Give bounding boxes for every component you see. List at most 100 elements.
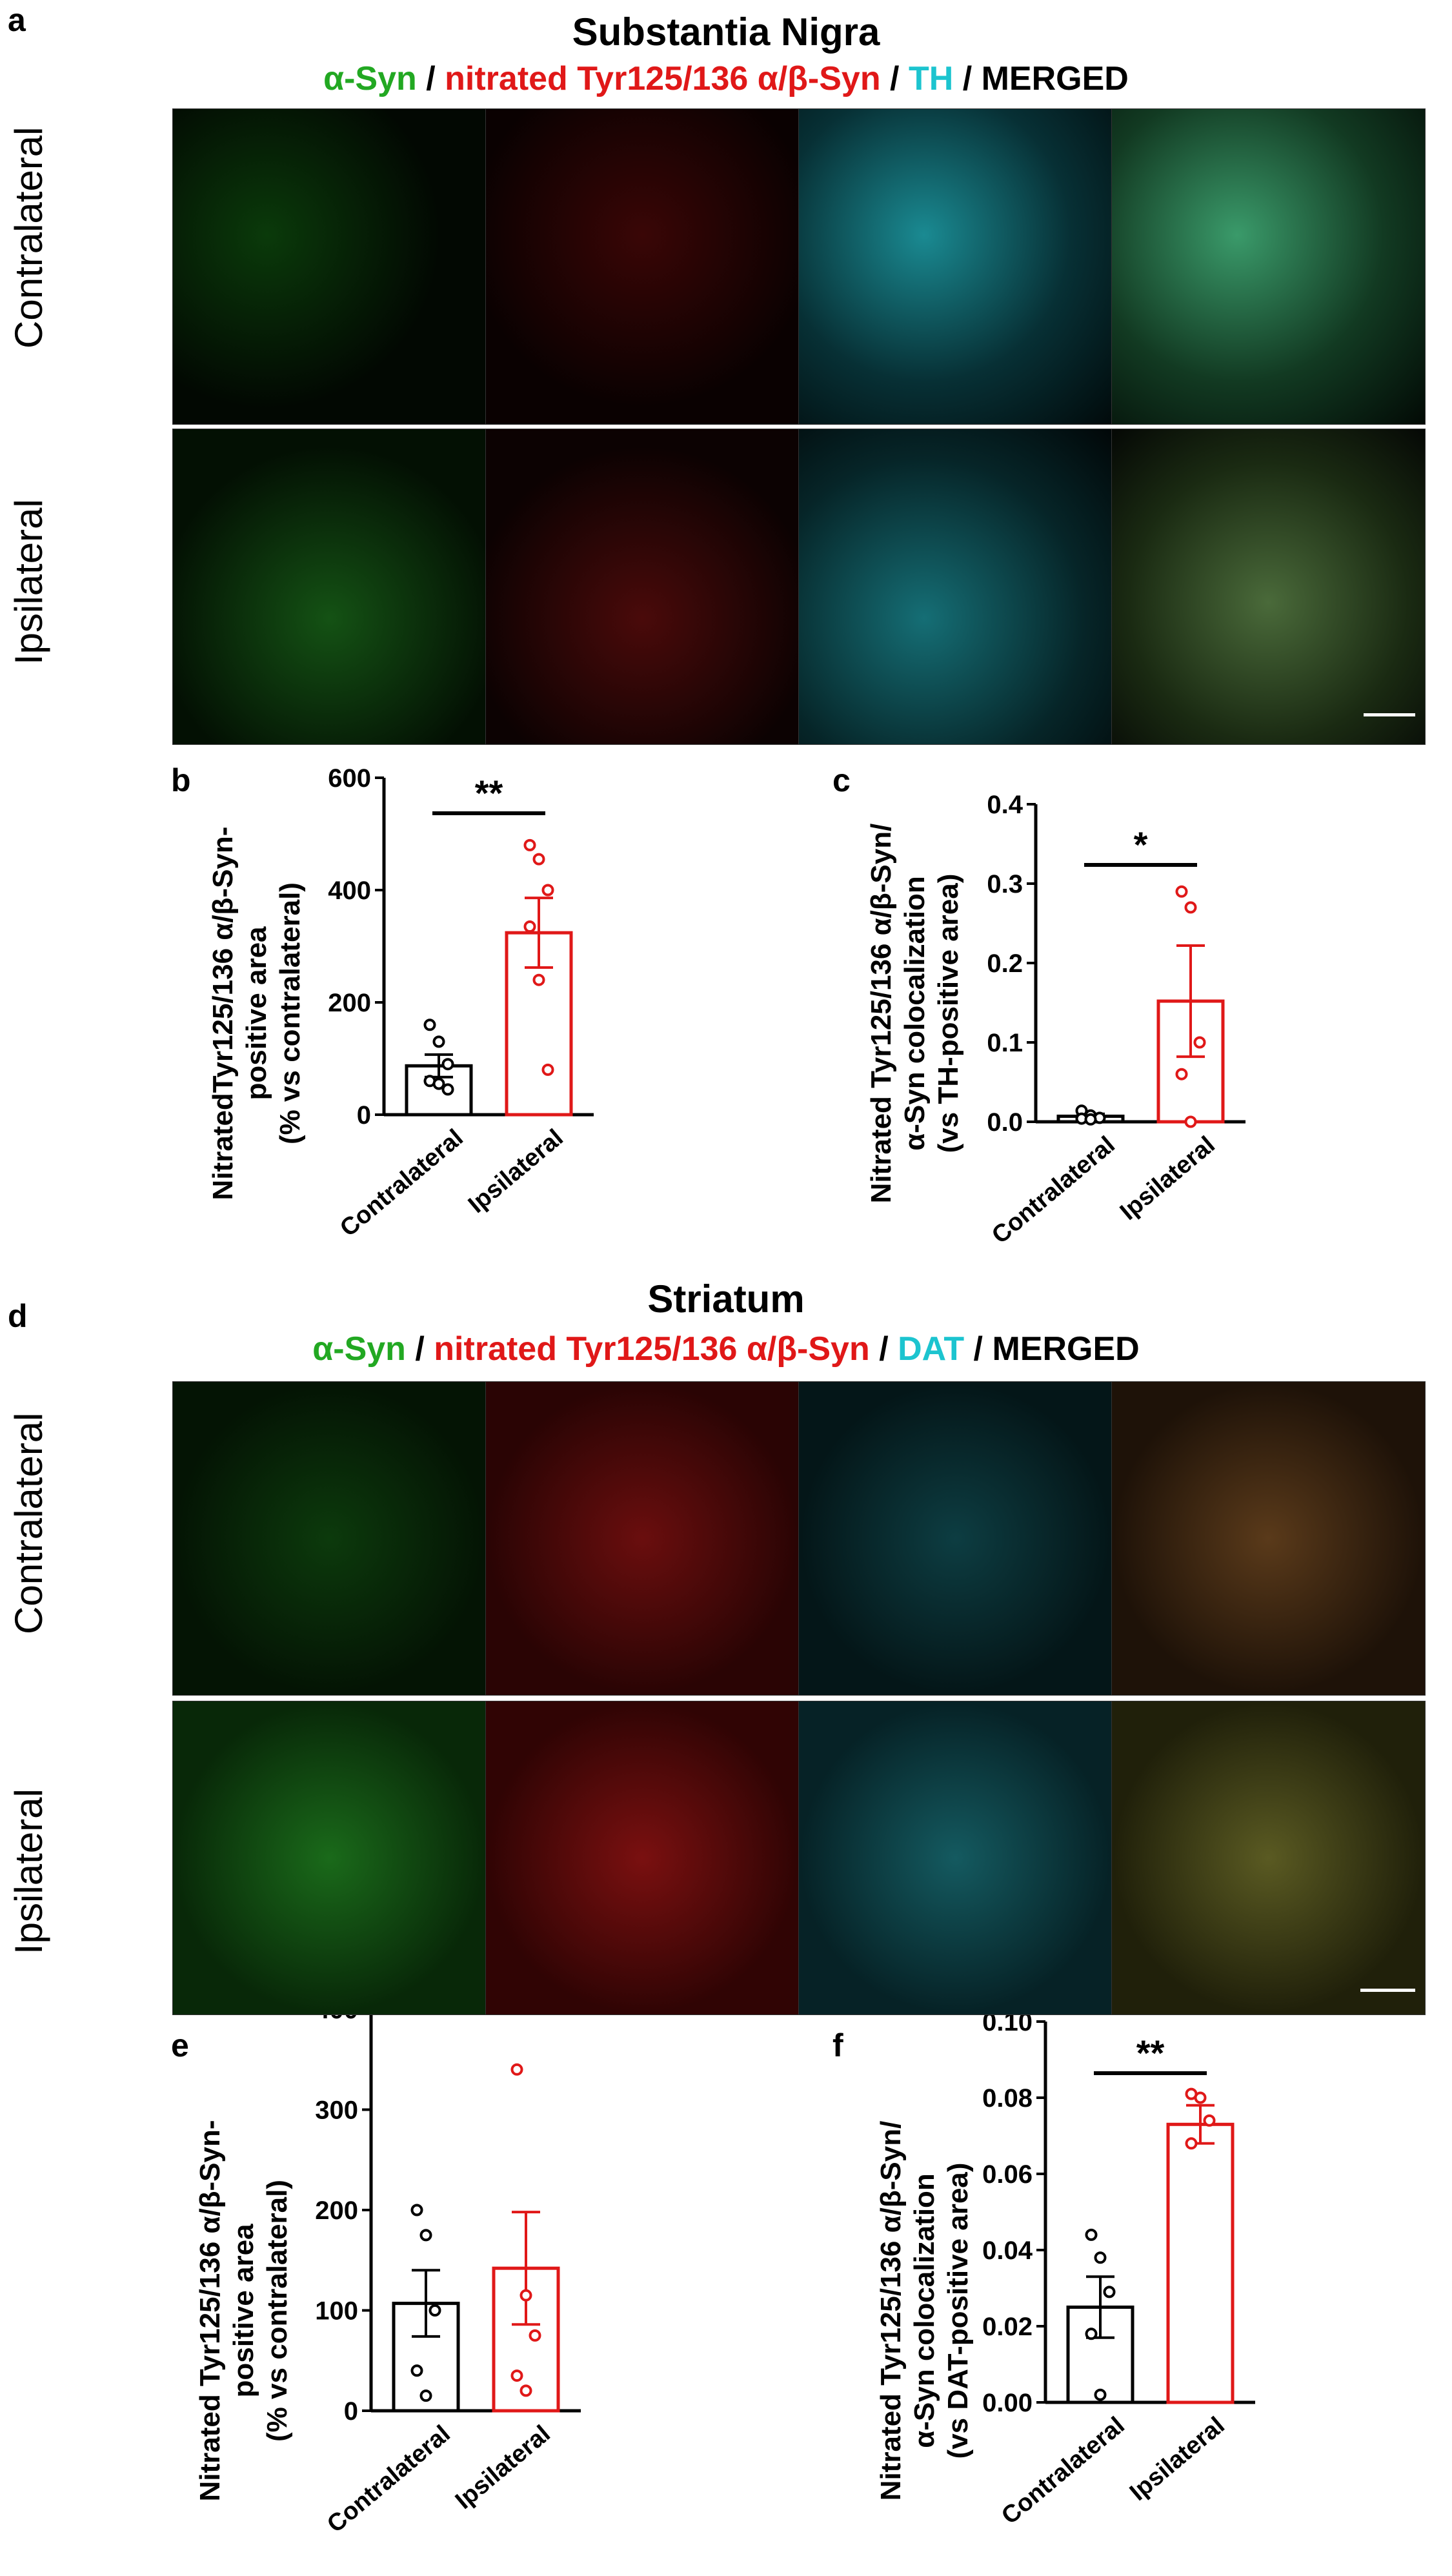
legend-alpha-syn: α-Syn xyxy=(323,60,417,97)
image-sn-contra-asyn xyxy=(172,108,487,425)
data-point xyxy=(1085,2328,1098,2340)
y-tick-label: 200 xyxy=(315,2196,358,2225)
data-point xyxy=(532,973,545,986)
y-tick-label: 0.00 xyxy=(982,2389,1033,2417)
legend-sep: / xyxy=(964,1330,993,1368)
panel-letter-c: c xyxy=(832,762,851,798)
data-point xyxy=(1103,2286,1116,2298)
image-str-ipsi-merged xyxy=(1111,1701,1426,2015)
panel-a-channel-legend: α-Syn / nitrated Tyr125/136 α/β-Syn / TH… xyxy=(0,59,1452,98)
scale-bar xyxy=(1364,713,1415,716)
data-point xyxy=(1094,2388,1107,2401)
data-point xyxy=(519,2289,532,2302)
legend-th: TH xyxy=(908,60,954,97)
data-point xyxy=(441,1083,454,1096)
data-point xyxy=(410,2364,423,2377)
data-point xyxy=(1184,1115,1197,1128)
panel-a-title: Substantia Nigra xyxy=(572,10,880,54)
y-tick-label: 0.06 xyxy=(982,2160,1033,2189)
y-tick-label: 0.08 xyxy=(982,2084,1033,2113)
data-point xyxy=(441,1058,454,1071)
y-tick-label: 0.02 xyxy=(982,2313,1033,2341)
image-str-contra-dat xyxy=(798,1381,1113,1696)
data-point xyxy=(429,2304,441,2317)
image-sn-ipsi-th xyxy=(798,429,1113,745)
chart-c-ylabel: Nitrated Tyr125/136 α/β-Syn/ α-Syn coloc… xyxy=(865,823,964,1204)
data-point xyxy=(529,2329,541,2342)
legend-sep: / xyxy=(416,60,445,97)
x-tick-label: Ipsilateral xyxy=(1125,2412,1230,2506)
legend-sep: / xyxy=(869,1330,898,1368)
data-point xyxy=(519,2384,532,2397)
legend-dat: DAT xyxy=(898,1330,965,1368)
panel-letter-f: f xyxy=(832,2027,843,2064)
image-sn-contra-nitrated xyxy=(485,108,800,425)
x-tick-label: Contralateral xyxy=(996,2412,1130,2530)
legend-nitrated: nitrated Tyr125/136 α/β-Syn xyxy=(445,60,881,97)
x-tick-label: Contralateral xyxy=(335,1124,469,1242)
y-tick-label: 0.4 xyxy=(987,791,1023,819)
y-tick-label: 400 xyxy=(328,877,371,905)
legend-alpha-syn: α-Syn xyxy=(312,1330,406,1368)
data-point xyxy=(510,2063,523,2076)
data-point xyxy=(1094,2251,1107,2264)
x-tick-label: Ipsilateral xyxy=(450,2420,556,2515)
y-tick-label: 0.1 xyxy=(987,1029,1023,1057)
data-point xyxy=(1175,1068,1188,1080)
bar-ipsilateral xyxy=(1166,2122,1235,2404)
image-str-ipsi-dat xyxy=(798,1701,1113,2015)
data-point xyxy=(410,2204,423,2216)
significance-label: ** xyxy=(1136,2033,1165,2073)
image-str-ipsi-asyn xyxy=(172,1701,487,2015)
legend-sep: / xyxy=(880,60,909,97)
x-tick-label: Ipsilateral xyxy=(463,1124,569,1219)
x-tick-label: Contralateral xyxy=(322,2420,456,2539)
panel-letter-d: d xyxy=(8,1298,28,1334)
image-str-contra-asyn xyxy=(172,1381,487,1696)
data-point xyxy=(419,2229,432,2242)
data-point xyxy=(523,838,536,851)
y-tick-label: 100 xyxy=(315,2297,358,2326)
data-point xyxy=(423,1019,436,1031)
image-sn-ipsi-asyn xyxy=(172,429,487,745)
data-point xyxy=(1175,885,1188,898)
legend-merged: MERGED xyxy=(992,1330,1140,1368)
x-tick-label: Contralateral xyxy=(987,1131,1120,1250)
y-tick-label: 0.04 xyxy=(982,2236,1033,2265)
y-tick-label: 0.3 xyxy=(987,870,1023,898)
legend-merged: MERGED xyxy=(981,60,1129,97)
image-sn-ipsi-nitrated xyxy=(485,429,800,745)
panel-d-title: Striatum xyxy=(647,1277,805,1321)
data-point xyxy=(541,1063,554,1076)
data-point xyxy=(1203,2114,1216,2127)
image-sn-contra-th xyxy=(798,108,1113,425)
data-point xyxy=(1193,1036,1206,1049)
image-str-ipsi-nitrated xyxy=(485,1701,800,2015)
scale-bar xyxy=(1360,1989,1415,1992)
legend-sep: / xyxy=(953,60,982,97)
data-point xyxy=(1084,1113,1097,1126)
y-tick-label: 0.0 xyxy=(987,1108,1023,1137)
data-point xyxy=(532,853,545,866)
image-sn-ipsi-merged xyxy=(1111,429,1426,745)
data-point xyxy=(432,1077,445,1090)
image-str-contra-nitrated xyxy=(485,1381,800,1696)
chart-e-ylabel: Nitrated Tyr125/136 α/β-Syn- positive ar… xyxy=(194,2120,293,2502)
row-label-contralateral: Contralateral xyxy=(7,1412,50,1634)
x-tick-label: Ipsilateral xyxy=(1115,1131,1220,1226)
data-point xyxy=(1085,2228,1098,2241)
panel-d-channel-legend: α-Syn / nitrated Tyr125/136 α/β-Syn / DA… xyxy=(0,1330,1452,1368)
y-tick-label: 300 xyxy=(315,2096,358,2125)
legend-sep: / xyxy=(405,1330,434,1368)
panel-letter-a: a xyxy=(8,2,26,38)
image-sn-contra-merged xyxy=(1111,108,1426,425)
legend-nitrated: nitrated Tyr125/136 α/β-Syn xyxy=(434,1330,870,1368)
chart-f-ylabel: Nitrated Tyr125/136 α/β-Syn/ α-Syn coloc… xyxy=(875,2120,974,2501)
row-label-ipsilateral: Ipsilateral xyxy=(7,1789,50,1954)
y-tick-label: 200 xyxy=(328,989,371,1017)
data-point xyxy=(419,2389,432,2402)
significance-label: * xyxy=(1134,824,1148,865)
y-tick-label: 0 xyxy=(344,2397,358,2426)
significance-label: ** xyxy=(475,773,503,813)
